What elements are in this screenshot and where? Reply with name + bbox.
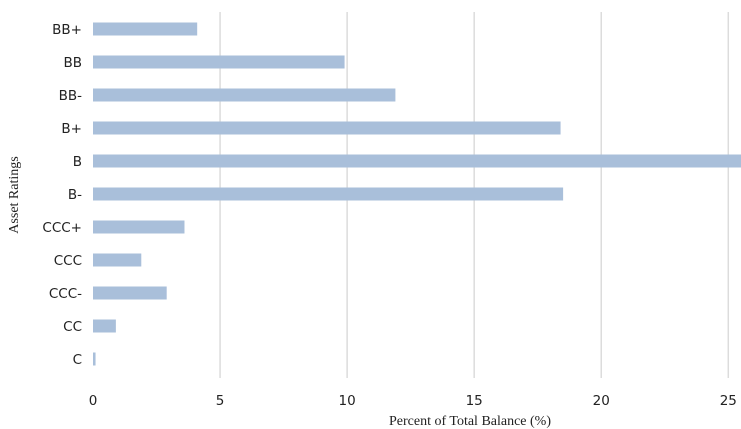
x-tick-label: 5 [216, 393, 225, 409]
x-axis-label: Percent of Total Balance (%) [389, 414, 551, 429]
y-tick-label: C [73, 352, 82, 368]
y-tick-label: B- [68, 187, 82, 203]
y-tick-label: BB [63, 55, 82, 71]
bar-bb [93, 55, 345, 69]
y-tick-label: CC [63, 319, 82, 335]
x-tick-label: 10 [339, 393, 356, 409]
bar-bbminus [93, 88, 396, 102]
x-tick-label: 20 [593, 393, 610, 409]
bar-b [93, 154, 741, 168]
x-tick-label: 25 [720, 393, 737, 409]
y-tick-label: CCC+ [42, 220, 82, 236]
y-tick-label: B+ [61, 121, 82, 137]
y-tick-label: BB+ [52, 22, 82, 38]
x-tick-label: 0 [89, 393, 98, 409]
bars [93, 22, 741, 366]
y-tick-label: CCC [54, 253, 82, 269]
bar-c [93, 352, 96, 366]
y-tick-label: CCC- [49, 286, 82, 302]
bar-cccminus [93, 286, 167, 300]
bar-bplus [93, 121, 561, 135]
bar-ccc [93, 253, 142, 267]
bar-cc [93, 319, 116, 333]
y-tick-label: BB- [59, 88, 83, 104]
x-tick-labels: 0 5 10 15 20 25 [89, 393, 737, 409]
bar-bminus [93, 187, 564, 201]
y-tick-label: B [73, 154, 82, 170]
x-tick-label: 15 [466, 393, 483, 409]
bar-bbplus [93, 22, 198, 36]
bar-cccplus [93, 220, 185, 234]
y-axis-label: Asset Ratings [7, 156, 22, 233]
